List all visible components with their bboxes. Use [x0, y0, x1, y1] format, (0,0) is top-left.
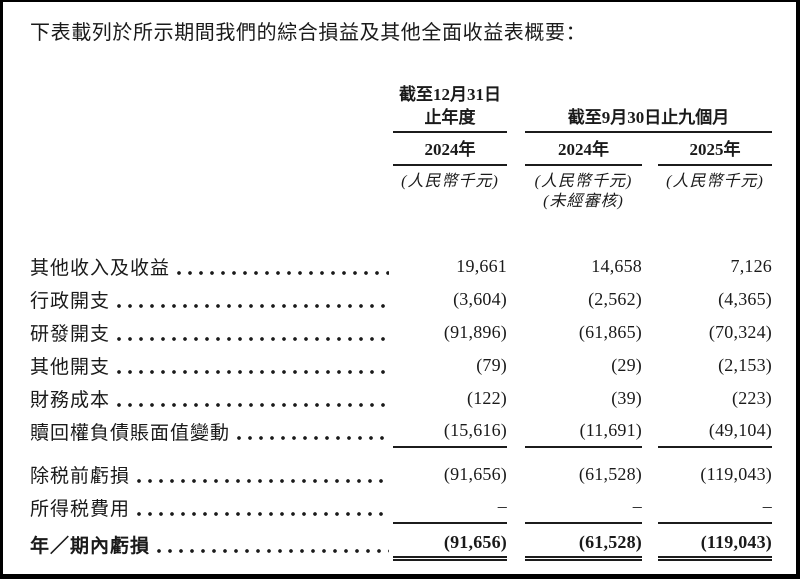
column-gap — [507, 172, 525, 192]
column-group-year-ended-line1: 截至12月31日 — [399, 85, 501, 104]
cell-value: (39) — [611, 388, 642, 408]
column-header-fy2024: 2024年 — [393, 140, 507, 166]
row-loss-for-period: 年／期內虧損 (91,656) (61,528) (119,043) — [30, 528, 772, 561]
cell-value: – — [658, 491, 772, 524]
header-label-spacer — [30, 140, 393, 166]
row-loss-before-tax: 除税前虧損 (91,656) (61,528) (119,043) — [30, 458, 772, 491]
table-body: 其他收入及收益 19,661 14,658 7,126 行政開支 (3,604)… — [30, 250, 772, 561]
cell-value: (223) — [732, 388, 772, 408]
dot-leader — [117, 316, 389, 349]
cell-value: 7,126 — [730, 256, 772, 276]
column-group-year-ended-line2: 止年度 — [424, 108, 476, 127]
dot-leader — [157, 528, 389, 561]
row-label: 所得税費用 — [30, 499, 131, 520]
note-spacer — [393, 192, 507, 212]
cell-value: – — [393, 491, 507, 524]
cell-value: (61,528) — [525, 528, 642, 561]
unit-label: (人民幣千元) — [534, 173, 633, 190]
table-header-groups: 截至12月31日 止年度 截至9月30日止九個月 — [30, 83, 772, 133]
row-admin-expenses: 行政開支 (3,604) (2,562) (4,365) — [30, 283, 772, 316]
cell-value: (79) — [476, 355, 507, 375]
header-label-spacer — [30, 172, 393, 192]
income-statement-table: 截至12月31日 止年度 截至9月30日止九個月 2024年 2024年 202… — [30, 83, 772, 561]
row-redemption-liability-change: 贖回權負債賬面值變動 (15,616) (11,691) (49,104) — [30, 415, 772, 448]
row-rd-expenses: 研發開支 (91,896) (61,865) (70,324) — [30, 316, 772, 349]
header-label-spacer — [30, 192, 393, 212]
cell-value: (70,324) — [708, 322, 772, 342]
column-gap — [642, 192, 658, 212]
dot-leader — [137, 491, 389, 524]
note-spacer — [658, 192, 772, 212]
cell-value: (122) — [467, 388, 507, 408]
cell-value: 14,658 — [591, 256, 642, 276]
row-other-expenses: 其他開支 (79) (29) (2,153) — [30, 349, 772, 382]
row-label: 財務成本 — [30, 390, 111, 411]
dot-leader — [117, 283, 389, 316]
row-label: 行政開支 — [30, 291, 111, 312]
dot-leader — [177, 250, 389, 283]
dot-leader — [117, 382, 389, 415]
column-group-nine-months-title: 截至9月30日止九個月 — [567, 108, 730, 127]
cell-value: (15,616) — [393, 415, 507, 448]
table-header-years: 2024年 2024年 2025年 — [30, 140, 772, 166]
cell-value: (119,043) — [658, 528, 772, 561]
column-header-9m2024: 2024年 — [525, 140, 642, 166]
cell-value: (119,043) — [700, 464, 772, 484]
column-group-year-ended: 截至12月31日 止年度 — [393, 83, 507, 133]
cell-value: 19,661 — [456, 256, 507, 276]
intro-text: 下表載列於所示期間我們的綜合損益及其他全面收益表概要： — [30, 22, 587, 44]
dot-leader — [117, 349, 389, 382]
column-gap — [642, 172, 658, 192]
dot-leader — [137, 458, 389, 491]
unaudited-note: (未經審核) — [543, 193, 624, 210]
column-gap — [642, 140, 658, 166]
unit-label: (人民幣千元) — [666, 173, 764, 190]
row-finance-costs: 財務成本 (122) (39) (223) — [30, 382, 772, 415]
cell-value: (91,896) — [443, 322, 507, 342]
row-label: 贖回權負債賬面值變動 — [30, 423, 231, 444]
row-label: 年／期內虧損 — [30, 536, 151, 557]
table-header-units: (人民幣千元) (人民幣千元) (人民幣千元) — [30, 172, 772, 192]
row-label: 研發開支 — [30, 324, 111, 345]
row-label: 其他收入及收益 — [30, 258, 171, 279]
row-label: 其他開支 — [30, 357, 111, 378]
cell-value: (3,604) — [453, 289, 507, 309]
row-label: 除税前虧損 — [30, 466, 131, 487]
cell-value: (91,656) — [393, 528, 507, 561]
column-group-nine-months: 截至9月30日止九個月 — [525, 106, 772, 133]
row-income-tax: 所得税費用 – – – — [30, 491, 772, 524]
column-gap — [507, 140, 525, 166]
cell-value: (61,528) — [578, 464, 642, 484]
cell-value: (11,691) — [525, 415, 642, 448]
unit-label: (人民幣千元) — [401, 173, 499, 190]
cell-value: – — [525, 491, 642, 524]
cell-value: (2,562) — [588, 289, 642, 309]
column-header-9m2025: 2025年 — [658, 140, 772, 166]
cell-value: (4,365) — [718, 289, 772, 309]
table-header-note: (未經審核) — [30, 192, 772, 212]
cell-value: (91,656) — [443, 464, 507, 484]
cell-value: (49,104) — [658, 415, 772, 448]
cell-value: (2,153) — [718, 355, 772, 375]
row-other-income: 其他收入及收益 19,661 14,658 7,126 — [30, 250, 772, 283]
dot-leader — [237, 415, 389, 448]
cell-value: (29) — [611, 355, 642, 375]
cell-value: (61,865) — [578, 322, 642, 342]
column-gap — [507, 192, 525, 212]
